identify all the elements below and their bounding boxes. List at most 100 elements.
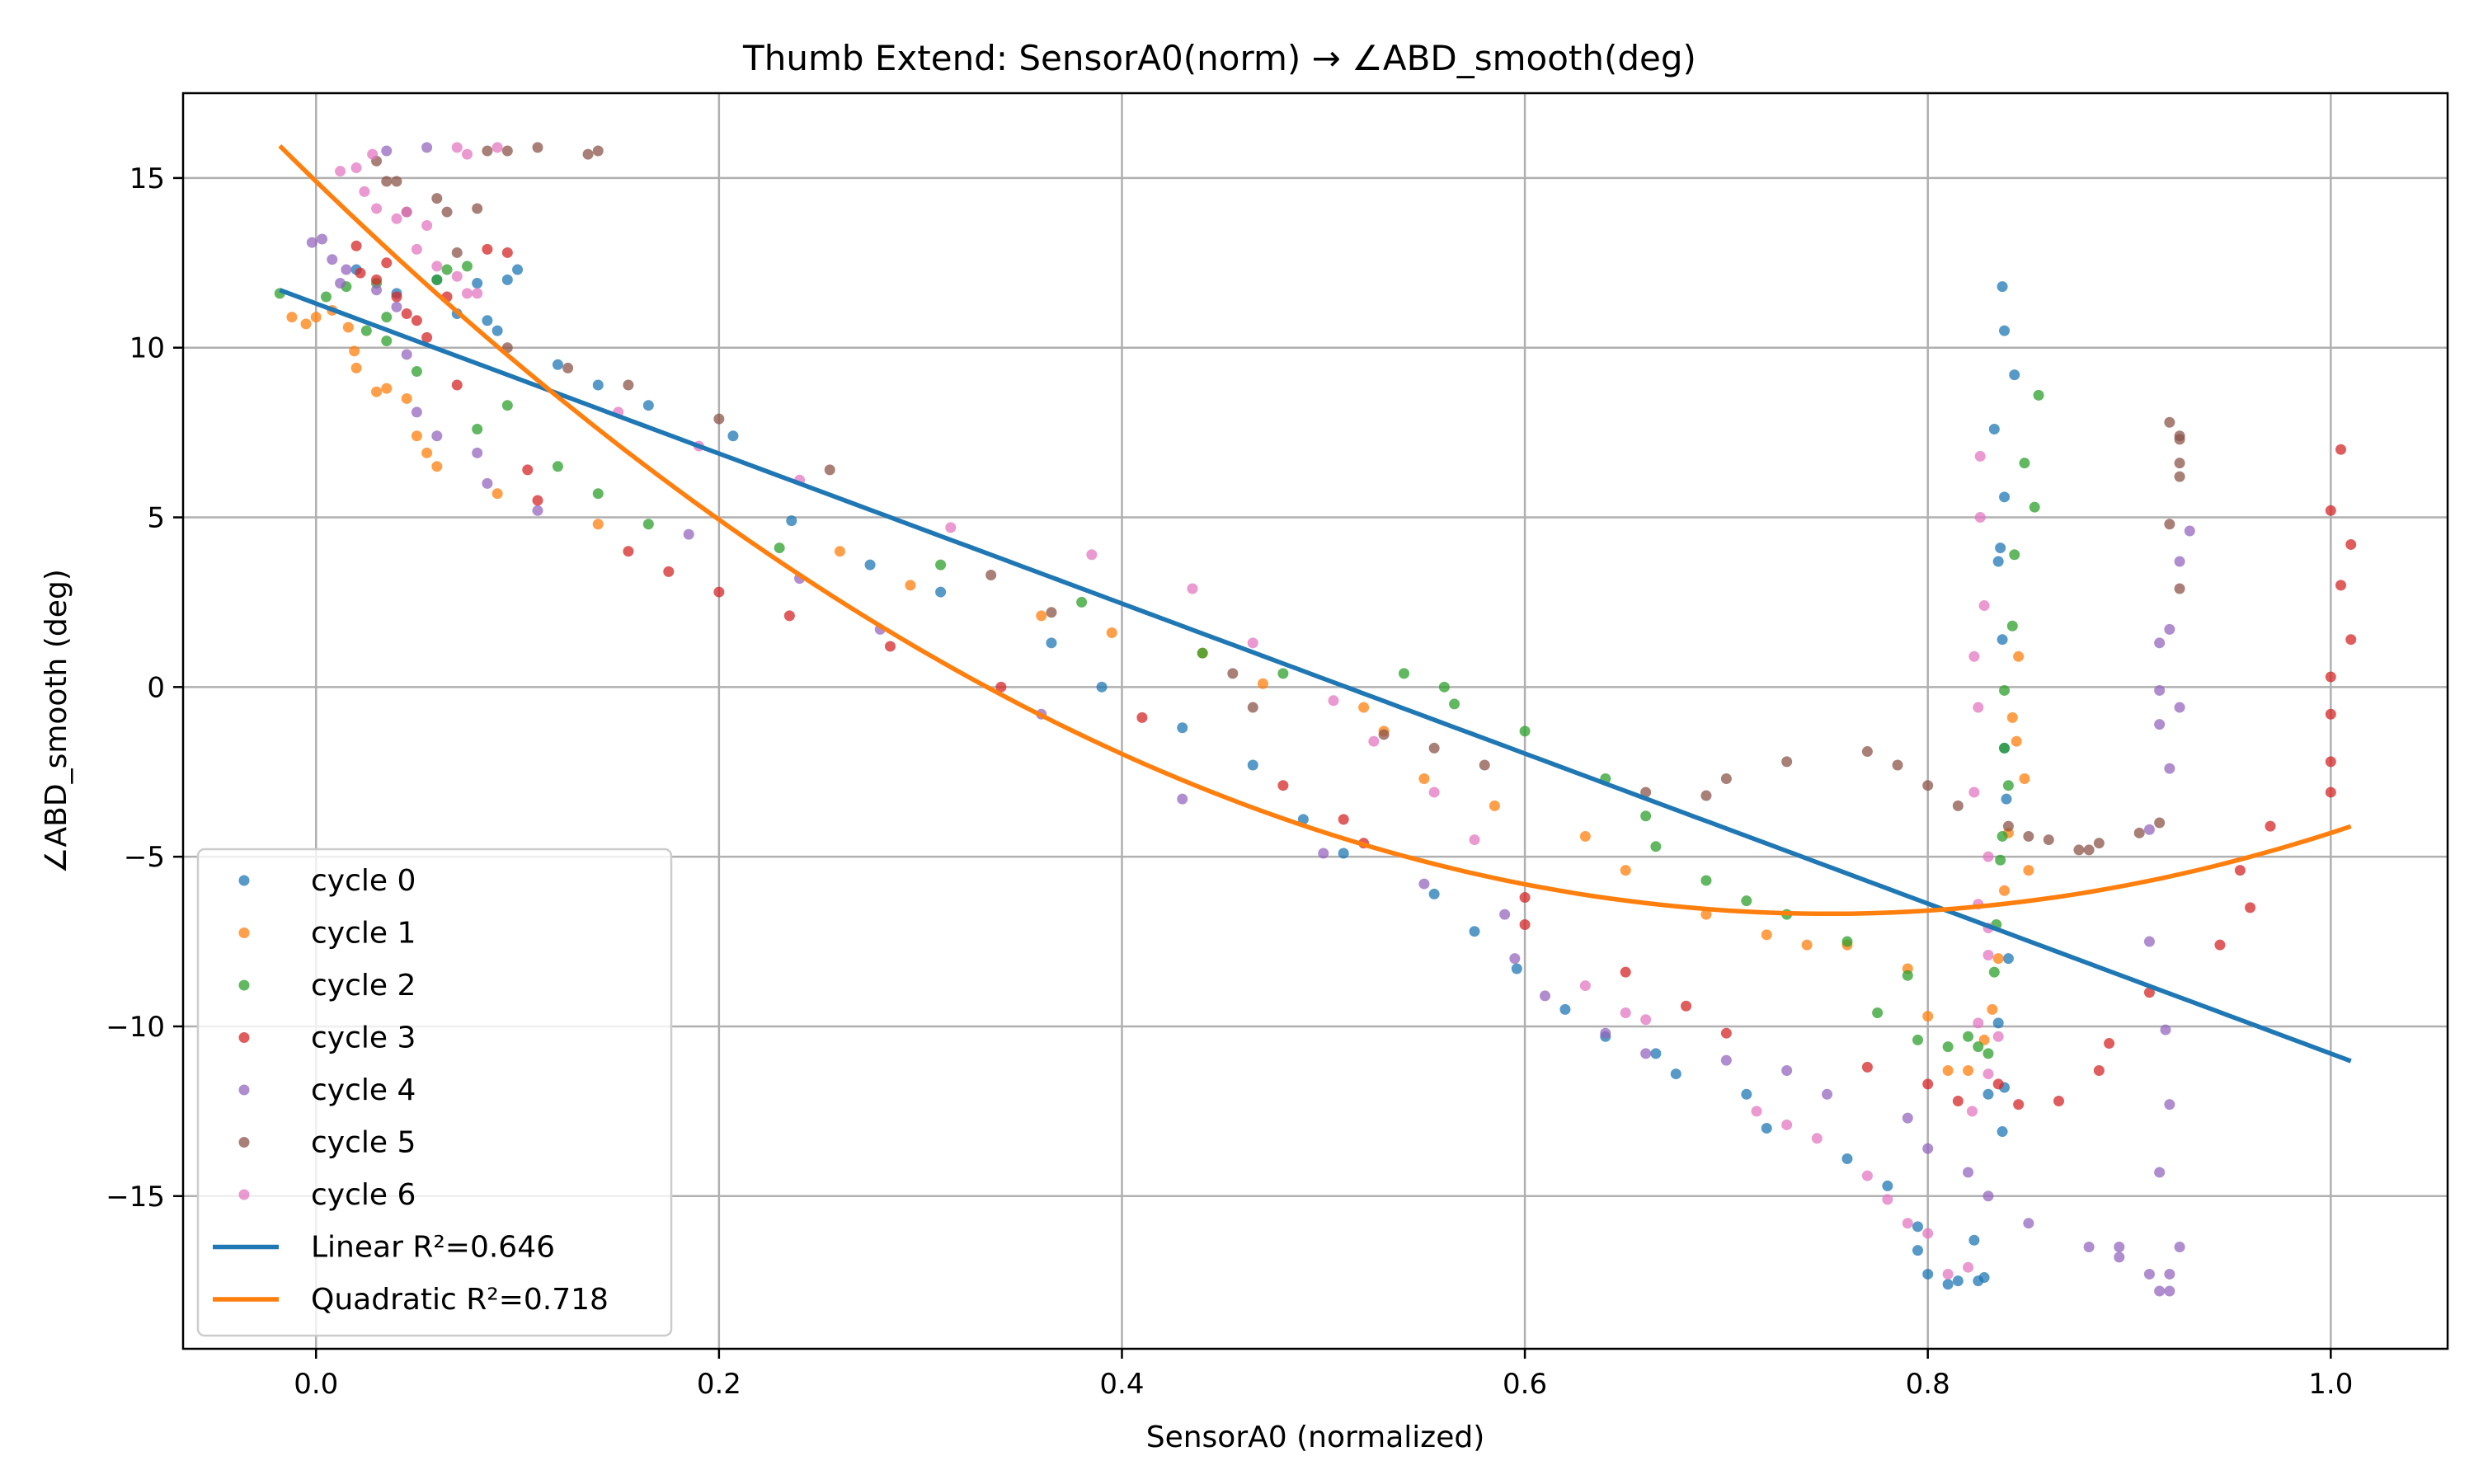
data-point <box>482 315 493 326</box>
data-point <box>1700 909 1712 920</box>
data-point <box>1982 1190 1994 1202</box>
data-point <box>1811 1133 1823 1144</box>
data-point <box>2053 1096 2064 1107</box>
data-point <box>2013 650 2025 662</box>
data-point <box>623 379 634 391</box>
data-point <box>1999 742 2011 754</box>
data-point <box>431 193 443 204</box>
data-point <box>1982 950 1994 961</box>
legend-marker <box>238 1189 250 1200</box>
data-point <box>2184 525 2195 537</box>
data-point <box>320 291 332 303</box>
data-point <box>2029 501 2040 513</box>
data-point <box>2345 634 2357 646</box>
data-point <box>2011 735 2022 747</box>
x-tick-label: 0.4 <box>1099 1368 1144 1401</box>
fit-lines <box>278 143 2352 1064</box>
x-tick-label: 0.8 <box>1906 1368 1950 1401</box>
data-point <box>1781 756 1793 768</box>
data-point <box>2325 756 2336 768</box>
data-point <box>2019 773 2030 784</box>
y-tick-label: 10 <box>129 332 165 365</box>
data-point <box>2013 1099 2025 1111</box>
data-point <box>1922 1228 1934 1239</box>
data-point <box>2164 519 2175 530</box>
data-point <box>431 261 443 272</box>
data-point <box>451 142 463 153</box>
data-point <box>2073 844 2085 856</box>
data-point <box>1489 800 1500 811</box>
legend-marker <box>238 979 250 991</box>
data-point <box>1700 790 1712 801</box>
data-point <box>1519 726 1531 737</box>
legend-label: Quadratic R²=0.718 <box>311 1283 609 1317</box>
data-point <box>2174 458 2185 469</box>
data-point <box>1992 1031 2004 1042</box>
data-point <box>592 519 604 530</box>
data-point <box>1761 1122 1772 1134</box>
data-point <box>2154 1285 2166 1297</box>
data-point <box>401 392 412 404</box>
data-point <box>2335 580 2347 591</box>
data-point <box>1670 1068 1681 1080</box>
data-point <box>1197 647 1208 659</box>
data-point <box>1982 851 1994 862</box>
data-point <box>1640 787 1652 798</box>
data-point <box>1992 1078 2004 1090</box>
data-point <box>492 325 503 336</box>
chart-title: Thumb Extend: SensorA0(norm) → ∠ABD_smoo… <box>742 38 1696 78</box>
data-point <box>1988 424 2000 435</box>
x-tick-label: 0.2 <box>697 1368 741 1401</box>
data-point <box>391 213 402 224</box>
data-point <box>1861 1170 1873 1181</box>
data-point <box>1559 1003 1571 1015</box>
data-point <box>431 430 443 442</box>
data-point <box>411 315 422 326</box>
data-point <box>421 447 433 458</box>
data-point <box>985 570 997 581</box>
data-point <box>2143 936 2155 947</box>
data-point <box>1650 841 1662 852</box>
data-point <box>2174 471 2185 482</box>
data-point <box>1968 787 1980 798</box>
data-point <box>713 413 725 425</box>
data-point <box>1428 742 1440 754</box>
data-point <box>367 148 379 160</box>
data-point <box>1297 814 1309 825</box>
data-point <box>431 461 443 472</box>
plot-frame <box>181 92 2449 1350</box>
data-point <box>472 424 483 435</box>
data-point <box>1952 1096 1964 1107</box>
data-point <box>1999 325 2011 336</box>
data-point <box>1992 556 2004 567</box>
data-point <box>1318 848 1329 859</box>
data-point <box>501 274 513 285</box>
data-point <box>1801 939 1813 951</box>
data-point <box>1922 1078 1934 1090</box>
data-point <box>1902 970 1913 981</box>
data-point <box>1086 549 1098 561</box>
data-point <box>1227 668 1239 679</box>
data-point <box>1247 759 1258 771</box>
data-point <box>1781 1119 1793 1130</box>
data-points <box>274 142 2357 1297</box>
data-point <box>1519 892 1531 904</box>
data-point <box>562 362 574 373</box>
data-point <box>335 166 346 177</box>
data-point <box>1892 759 1903 771</box>
data-point <box>1999 491 2011 503</box>
data-point <box>1995 542 2006 554</box>
data-point <box>2234 865 2246 876</box>
data-point <box>1966 1106 1978 1117</box>
data-point <box>341 264 352 275</box>
data-point <box>2154 817 2166 829</box>
x-axis-ticks: 0.0 0.2 0.4 0.6 0.8 1.0 <box>294 1349 2353 1401</box>
data-point <box>421 220 433 232</box>
data-point <box>501 400 513 411</box>
data-point <box>2154 719 2166 730</box>
data-point <box>2164 1268 2175 1280</box>
data-point <box>1247 637 1258 649</box>
data-point <box>1922 1011 1934 1022</box>
data-point <box>1469 926 1480 937</box>
data-point <box>286 312 298 323</box>
